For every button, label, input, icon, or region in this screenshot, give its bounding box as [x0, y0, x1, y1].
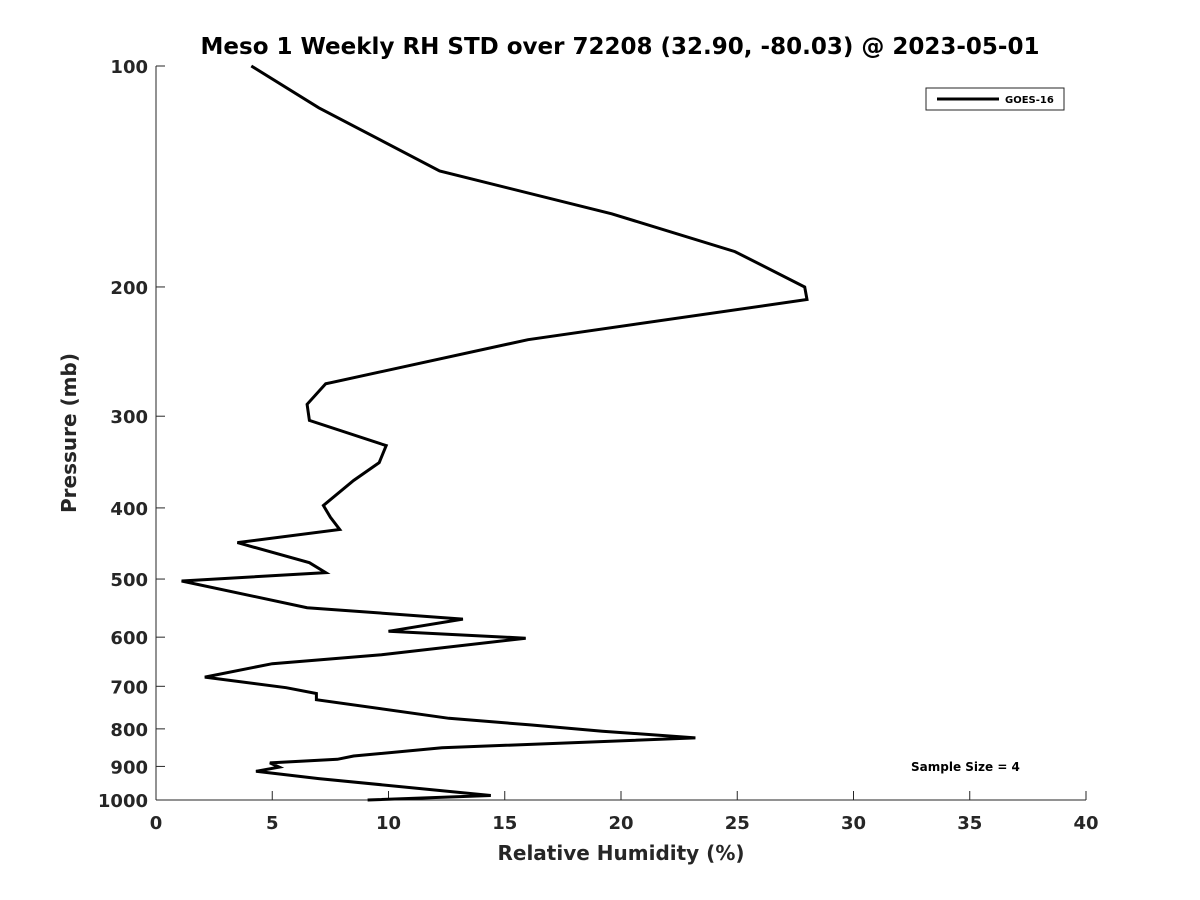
x-tick-label: 5 — [266, 813, 279, 834]
x-axis-label: Relative Humidity (%) — [497, 841, 744, 865]
series-line-goes-16 — [181, 64, 809, 802]
y-ticks: 100 200 300 400 500 600 700 800 900 1000 — [98, 57, 165, 812]
y-tick-label: 200 — [110, 278, 148, 299]
x-tick-label: 35 — [957, 813, 982, 834]
y-tick-label: 800 — [110, 720, 148, 741]
y-tick-label: 400 — [110, 499, 148, 520]
legend: GOES-16 — [925, 87, 1065, 111]
chart-title: Meso 1 Weekly RH STD over 72208 (32.90, … — [201, 34, 1040, 60]
y-tick-label: 700 — [110, 677, 148, 698]
y-tick-label: 500 — [110, 570, 148, 591]
x-tick-label: 30 — [841, 813, 866, 834]
y-axis-label: Pressure (mb) — [57, 353, 81, 513]
x-tick-label: 20 — [608, 813, 633, 834]
sample-size-annotation: Sample Size = 4 — [911, 760, 1020, 774]
x-tick-label: 15 — [492, 813, 517, 834]
x-tick-label: 25 — [725, 813, 750, 834]
plot-area: 0 5 10 15 20 25 30 35 40 100 200 300 400 500 600 700 80… — [98, 57, 1099, 834]
y-tick-label: 600 — [110, 628, 148, 649]
y-tick-label: 100 — [110, 57, 148, 78]
x-ticks: 0 5 10 15 20 25 30 35 40 — [150, 791, 1099, 834]
legend-label-goes-16: GOES-16 — [1005, 95, 1054, 106]
y-tick-label: 300 — [110, 407, 148, 428]
x-tick-label: 0 — [150, 813, 163, 834]
y-tick-label: 1000 — [98, 791, 148, 812]
x-tick-label: 40 — [1073, 813, 1098, 834]
x-tick-label: 10 — [376, 813, 401, 834]
y-tick-label: 900 — [110, 757, 148, 778]
